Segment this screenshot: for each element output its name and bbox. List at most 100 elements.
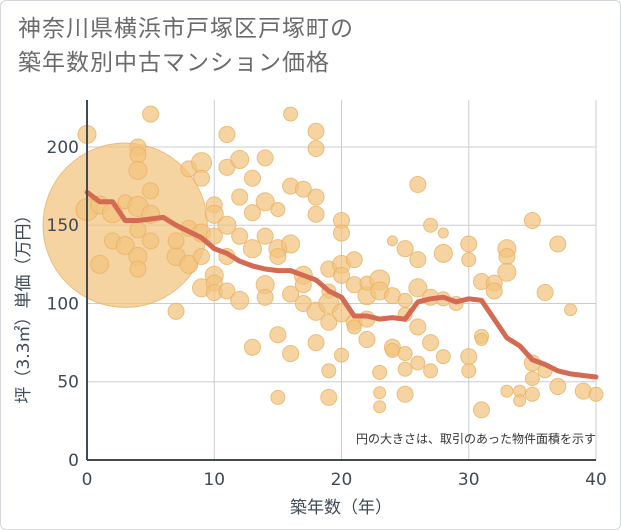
- data-bubble: [167, 302, 185, 320]
- data-bubble: [373, 386, 387, 400]
- data-bubble: [523, 212, 541, 230]
- data-bubble: [460, 348, 478, 366]
- data-bubble: [435, 349, 451, 365]
- data-bubble: [574, 382, 592, 400]
- data-bubble: [346, 319, 362, 335]
- data-bubble: [282, 345, 300, 363]
- data-bubble: [191, 152, 213, 174]
- data-bubble: [422, 334, 440, 352]
- average-trend-line: [84, 189, 599, 380]
- data-bubble: [256, 288, 274, 306]
- data-bubble: [307, 140, 325, 158]
- data-bubble: [409, 318, 427, 336]
- chart-title: 神奈川県横浜市戸塚区戸塚町の 築年数別中古マンション価格: [18, 12, 354, 80]
- data-bubble: [332, 266, 351, 284]
- chart-title-line-2: 築年数別中古マンション価格: [18, 50, 330, 76]
- data-bubble: [217, 215, 237, 235]
- data-bubble: [307, 188, 325, 206]
- data-bubble: [408, 278, 428, 298]
- data-bubble: [129, 221, 147, 239]
- data-bubble: [358, 330, 376, 348]
- data-bubble: [307, 334, 325, 352]
- data-bubble: [307, 122, 325, 140]
- data-bubble: [243, 338, 261, 356]
- data-bubble: [397, 292, 413, 308]
- data-bubble: [423, 217, 439, 233]
- data-bubble: [129, 146, 147, 164]
- data-bubble: [142, 182, 160, 200]
- data-bubble: [256, 149, 274, 167]
- y-tick-label: 0: [68, 451, 79, 471]
- data-bubble: [218, 125, 236, 143]
- data-bubble: [397, 346, 413, 362]
- data-bubble: [485, 282, 503, 300]
- data-bubble: [205, 227, 223, 245]
- data-bubble: [231, 227, 249, 245]
- data-bubble: [179, 254, 199, 274]
- data-bubble: [396, 385, 414, 403]
- y-tick-label: 100: [47, 294, 79, 314]
- data-bubble: [588, 386, 604, 402]
- data-bubble: [193, 169, 211, 187]
- data-bubble: [461, 252, 477, 268]
- data-bubble: [167, 232, 185, 250]
- data-bubble: [243, 169, 261, 187]
- data-bubble: [129, 260, 147, 278]
- y-axis-label: 坪（3.3㎡）単価（万円）: [14, 206, 34, 403]
- data-bubble: [243, 204, 261, 222]
- data-bubble: [524, 386, 540, 402]
- data-bubble: [193, 248, 211, 266]
- data-bubble: [142, 105, 160, 123]
- data-bubble: [409, 251, 427, 269]
- data-bubble: [423, 363, 439, 379]
- x-axis-label: 築年数（年）: [290, 498, 392, 518]
- data-bubble: [433, 243, 453, 263]
- x-tick-label: 40: [585, 470, 607, 490]
- data-bubble: [386, 235, 398, 247]
- data-bubble: [90, 254, 110, 274]
- data-bubble: [242, 239, 262, 259]
- data-bubble: [320, 313, 338, 331]
- data-bubble: [282, 285, 300, 303]
- data-bubble: [564, 303, 578, 317]
- data-bubble: [333, 347, 350, 363]
- data-bubble: [461, 363, 477, 379]
- x-tick-label: 30: [458, 470, 480, 490]
- data-bubble: [410, 355, 426, 371]
- data-bubble: [397, 361, 413, 377]
- data-bubble: [320, 388, 338, 406]
- data-bubble: [42, 142, 208, 308]
- data-bubble: [372, 364, 388, 380]
- size-annotation: 円の大きさは、取引のあった物件面積を示す: [356, 431, 596, 446]
- data-bubble: [283, 106, 299, 122]
- data-bubble: [409, 176, 427, 194]
- data-bubble: [373, 400, 387, 414]
- data-bubble: [231, 188, 249, 206]
- data-bubble: [460, 235, 478, 253]
- bubble-layer: [42, 105, 604, 419]
- data-bubble: [270, 389, 286, 405]
- data-bubble: [230, 290, 250, 310]
- data-bubble: [497, 262, 517, 282]
- data-bubble: [549, 235, 567, 253]
- data-bubble: [384, 342, 400, 358]
- data-bubble: [115, 236, 135, 256]
- data-bubble: [549, 377, 567, 395]
- data-bubble: [472, 401, 490, 419]
- data-bubble: [218, 282, 236, 300]
- data-bubble: [321, 363, 337, 379]
- data-bubble: [142, 232, 160, 250]
- data-bubble: [294, 180, 312, 198]
- data-bubble: [128, 160, 148, 180]
- data-bubble: [269, 326, 287, 344]
- chart-title-line-1: 神奈川県横浜市戸塚区戸塚町の: [18, 16, 354, 42]
- x-tick-label: 10: [203, 470, 225, 490]
- data-bubble: [524, 371, 540, 387]
- data-bubble: [396, 240, 414, 258]
- data-bubble: [513, 394, 527, 408]
- data-bubble: [269, 248, 287, 266]
- data-bubble: [500, 384, 514, 398]
- data-bubble: [498, 248, 516, 266]
- data-bubble: [332, 224, 351, 242]
